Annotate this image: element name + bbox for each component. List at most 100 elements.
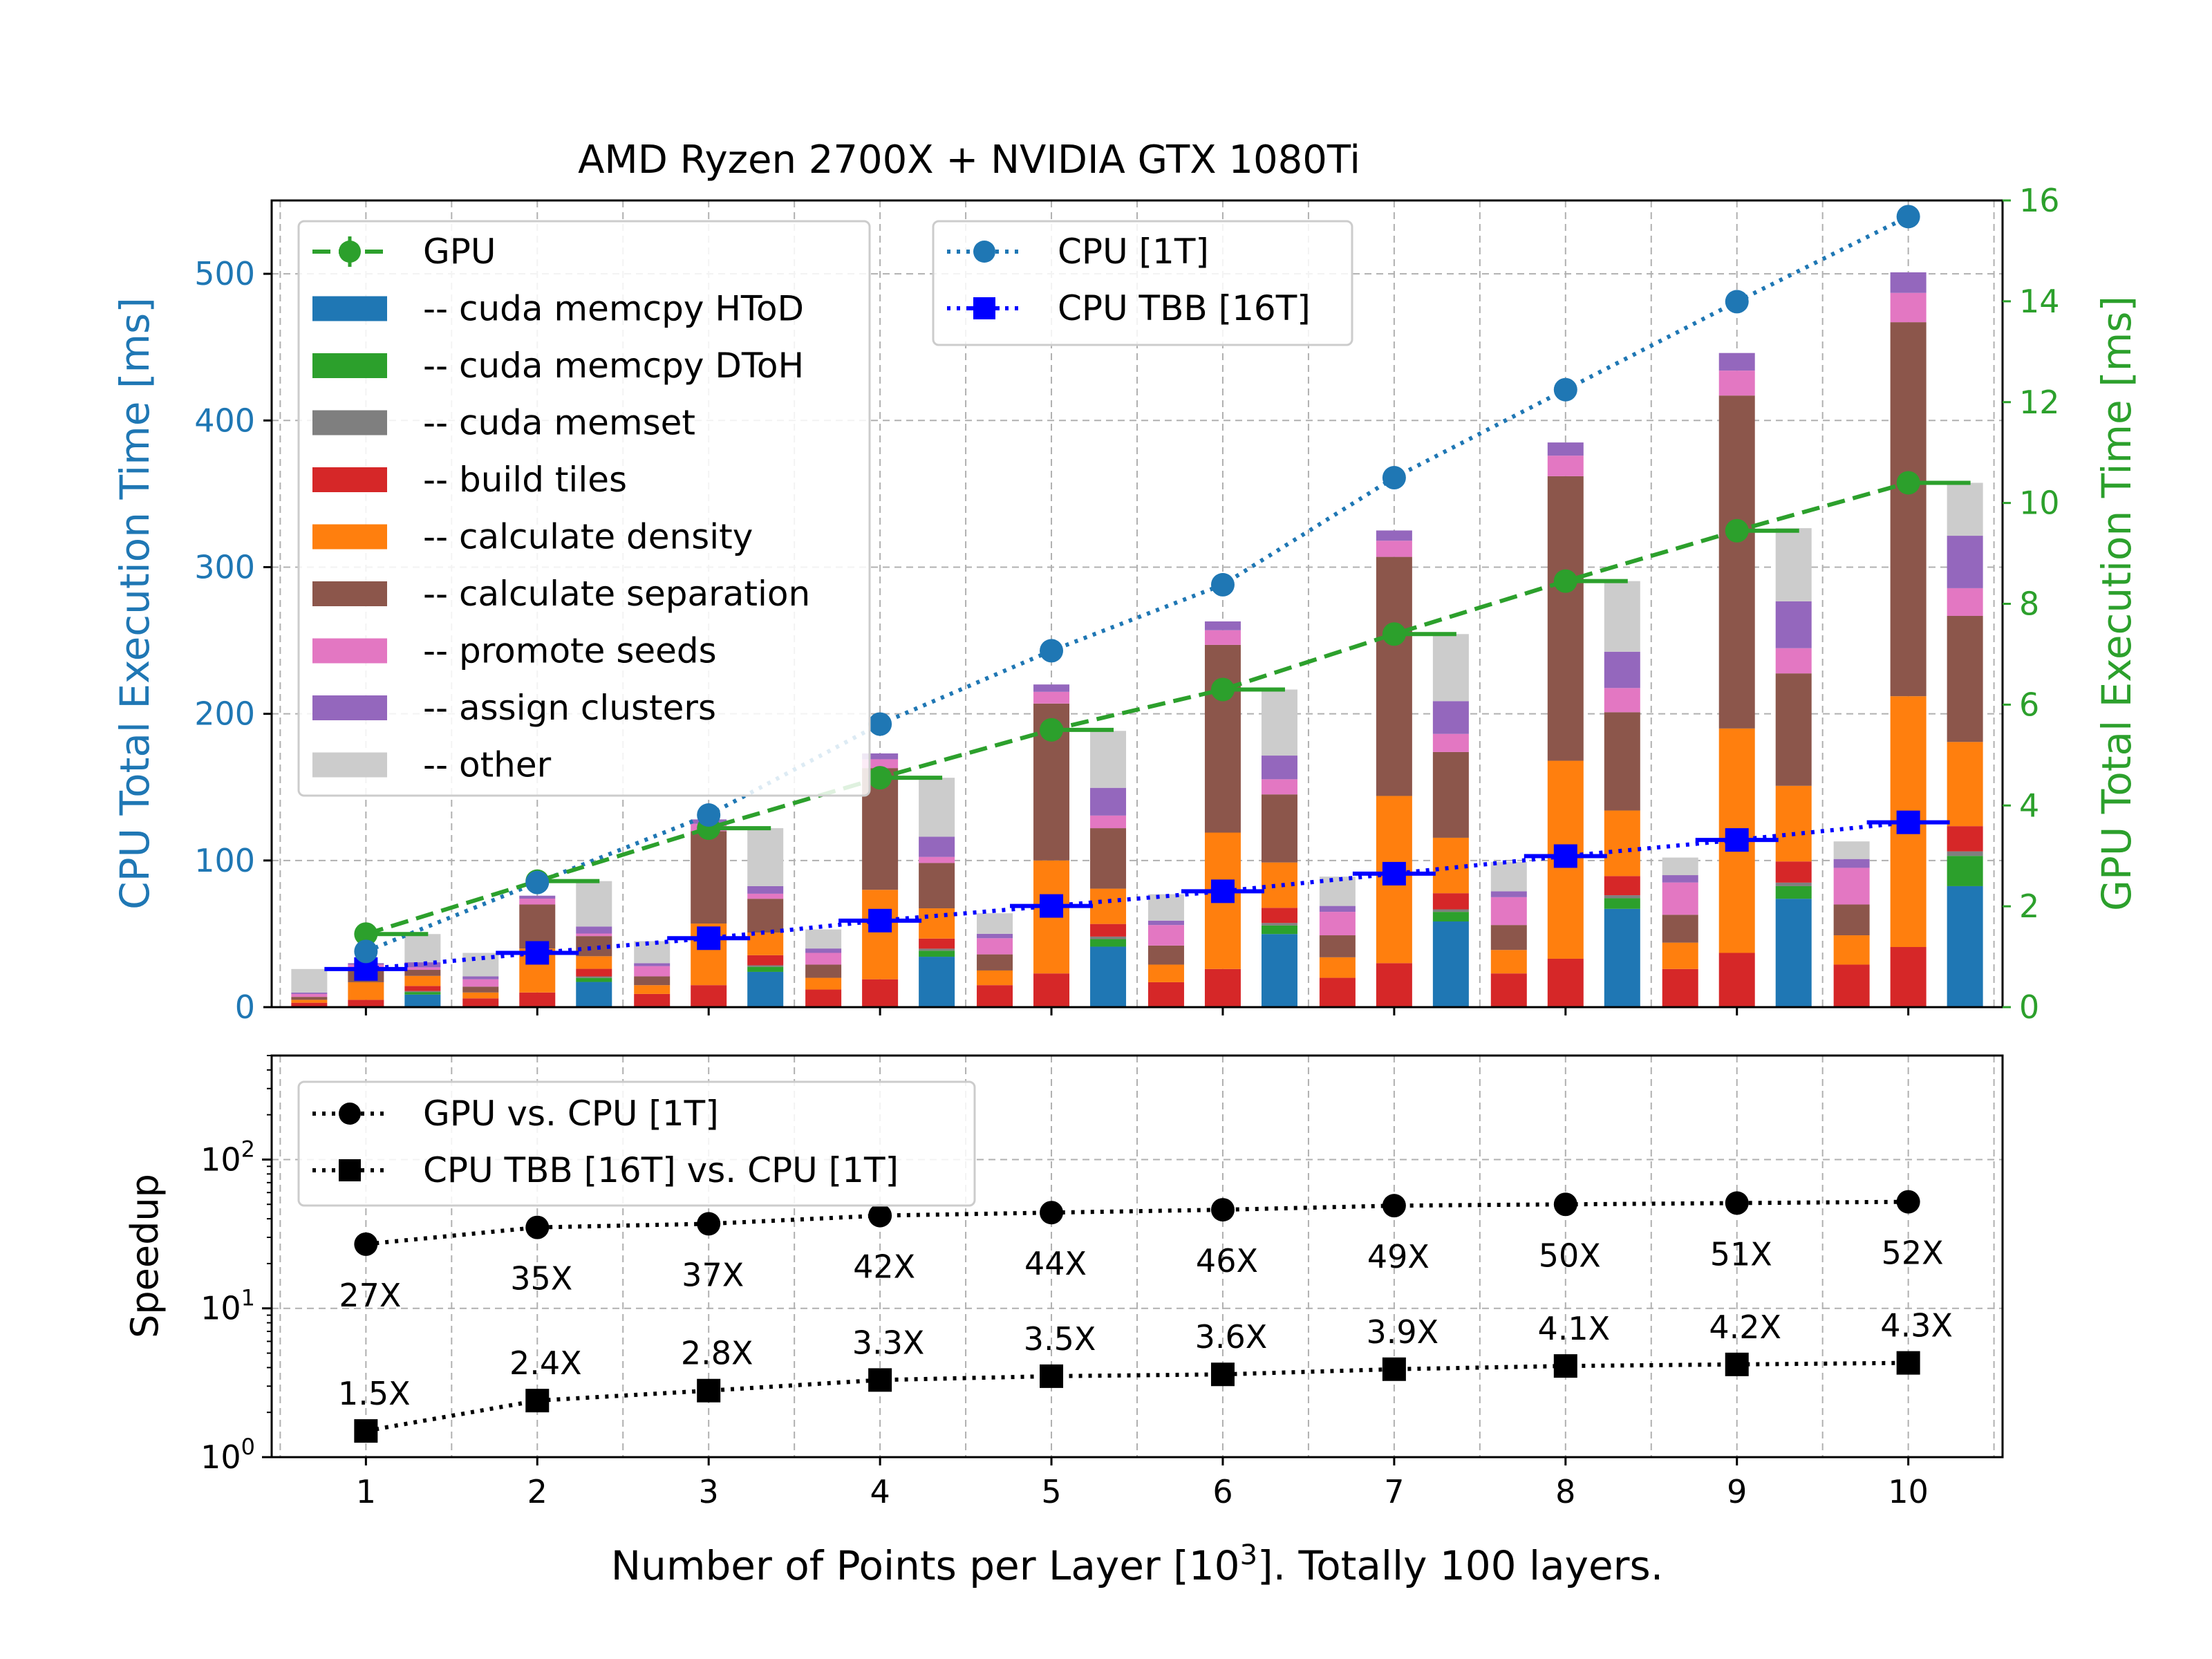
x-tick-label: 4	[870, 1473, 890, 1510]
speedup-tbb-label: 1.5X	[338, 1375, 411, 1412]
bar-gpu-memset-segment	[1775, 882, 1812, 886]
legend-speedup-frame	[297, 1080, 976, 1207]
x-tick-label: 8	[1555, 1473, 1575, 1510]
bar-cpu-1t-assign-segment	[1833, 859, 1870, 868]
bar-gpu-htod-segment	[576, 982, 612, 1007]
legend-main-item-6-swatch	[312, 581, 387, 606]
speedup-tbb-point	[1040, 1364, 1064, 1388]
bar-gpu-dtoh-segment	[1261, 925, 1297, 935]
bar-gpu-memset-segment	[1947, 851, 1983, 856]
bar-gpu-other-segment	[1947, 482, 1983, 536]
speedup-tbb-point	[1725, 1352, 1749, 1376]
bar-gpu-htod-segment	[1261, 934, 1297, 1007]
bar-gpu-assign-segment	[576, 926, 612, 934]
bottom-panel-frame	[270, 1054, 2004, 1459]
bar-gpu-build-tiles-segment	[404, 986, 441, 991]
speedup-y-tick-exponent: 2	[241, 1136, 255, 1162]
bar-cpu-1t-separation-segment	[1833, 904, 1870, 936]
bar-cpu-tbb-separation-segment	[691, 831, 727, 924]
speedup-y-tick-exponent: 0	[241, 1434, 255, 1460]
bar-cpu-tbb-density-segment	[348, 982, 384, 1000]
legend-main-item-1-swatch	[312, 296, 387, 321]
left-y-tick-label: 100	[194, 842, 255, 879]
bar-cpu-1t-separation-segment	[634, 976, 671, 986]
bar-cpu-1t-build-tiles-segment	[1319, 977, 1356, 1007]
bar-cpu-1t-other-segment	[1319, 877, 1356, 906]
bar-cpu-1t-promote-segment	[291, 993, 328, 997]
bar-gpu-memset-segment	[1604, 895, 1640, 899]
legend-main-item-9-swatch	[312, 752, 387, 778]
speedup-gpu-label: 51X	[1710, 1235, 1772, 1273]
x-tick-label: 3	[699, 1473, 719, 1510]
bar-gpu-promote-segment	[747, 893, 784, 899]
bar-cpu-1t-density-segment	[291, 1000, 328, 1003]
legend-main-item-8-swatch	[312, 695, 387, 720]
x-axis-label-part-2: ]. Totally 100 layers.	[1257, 1542, 1663, 1589]
bar-gpu-assign-segment	[1947, 536, 1983, 588]
bar-gpu-promote-segment	[1947, 588, 1983, 617]
speedup-gpu-point	[1553, 1192, 1577, 1217]
speedup-tbb-point	[697, 1378, 721, 1403]
gpu-point	[1210, 677, 1235, 702]
bar-cpu-1t-other-segment	[1147, 894, 1184, 921]
bar-cpu-tbb-build-tiles-segment	[1376, 963, 1412, 1007]
bar-gpu-promote-segment	[1261, 779, 1297, 795]
speedup-tbb-label: 2.8X	[681, 1335, 753, 1372]
legend-main-item-7-swatch	[312, 638, 387, 664]
bar-gpu-htod-segment	[919, 957, 955, 1007]
bar-cpu-1t-other-segment	[1662, 857, 1698, 876]
legend-main-item-8-label: -- assign clusters	[423, 688, 716, 728]
right-y-tick-label: 16	[2019, 182, 2060, 219]
bar-cpu-1t-density-segment	[1319, 957, 1356, 978]
bar-cpu-tbb-assign-segment	[1204, 621, 1241, 630]
bar-cpu-1t-build-tiles-segment	[462, 998, 499, 1007]
bar-cpu-tbb-density-segment	[862, 890, 899, 980]
bar-gpu-density-segment	[747, 932, 784, 955]
speedup-tbb-label: 3.5X	[1024, 1320, 1096, 1358]
speedup-gpu-label: 35X	[510, 1260, 572, 1297]
speedup-tbb-point	[525, 1389, 550, 1413]
bar-gpu-other-segment	[919, 778, 955, 837]
speedup-tbb-label: 2.4X	[509, 1344, 582, 1382]
speedup-gpu-label: 42X	[853, 1248, 915, 1286]
bar-gpu-separation-segment	[1090, 828, 1127, 889]
left-y-tick-label: 300	[194, 548, 255, 585]
x-tick-label: 5	[1041, 1473, 1061, 1510]
bar-gpu-memset-segment	[747, 965, 784, 967]
bar-gpu-density-segment	[1604, 810, 1640, 877]
right-y-tick-label: 2	[2019, 888, 2039, 925]
bar-gpu-memset-segment	[1261, 923, 1297, 926]
bar-cpu-1t-density-segment	[1662, 942, 1698, 969]
bar-cpu-1t-assign-segment	[805, 948, 842, 953]
bar-gpu-dtoh-segment	[1432, 912, 1469, 922]
cpu-tbb-point	[1210, 879, 1235, 903]
bar-cpu-1t-assign-segment	[462, 976, 499, 980]
bar-gpu-build-tiles-segment	[1947, 826, 1983, 852]
bar-gpu-assign-segment	[1775, 601, 1812, 648]
speedup-tbb-point	[868, 1368, 892, 1392]
cpu-1t-point	[697, 803, 721, 827]
bar-cpu-1t-promote-segment	[462, 979, 499, 987]
bar-cpu-1t-other-segment	[1490, 861, 1527, 892]
speedup-tbb-label: 3.6X	[1195, 1318, 1268, 1356]
cpu-1t-point	[1382, 466, 1406, 490]
bar-gpu-other-segment	[1432, 634, 1469, 702]
bar-gpu-other-segment	[1090, 731, 1127, 788]
speedup-gpu-point	[697, 1212, 721, 1236]
bar-cpu-1t-assign-segment	[1319, 906, 1356, 912]
chart-title: AMD Ryzen 2700X + NVIDIA GTX 1080Ti	[578, 138, 1360, 182]
speedup-gpu-point	[868, 1203, 892, 1228]
speedup-tbb-point	[1553, 1354, 1577, 1378]
bar-cpu-tbb-build-tiles-segment	[1718, 953, 1755, 1007]
right-y-tick-label: 12	[2019, 384, 2060, 421]
gpu-point	[1040, 718, 1064, 742]
gpu-point	[1725, 518, 1749, 543]
legend-main-item-5-swatch	[312, 524, 387, 550]
x-tick-label: 1	[356, 1473, 376, 1510]
bar-cpu-1t-assign-segment	[1490, 891, 1527, 897]
bar-gpu-separation-segment	[576, 936, 612, 957]
bar-gpu-density-segment	[1090, 888, 1127, 924]
bar-cpu-1t-separation-segment	[805, 964, 842, 978]
gpu-point	[354, 922, 378, 946]
